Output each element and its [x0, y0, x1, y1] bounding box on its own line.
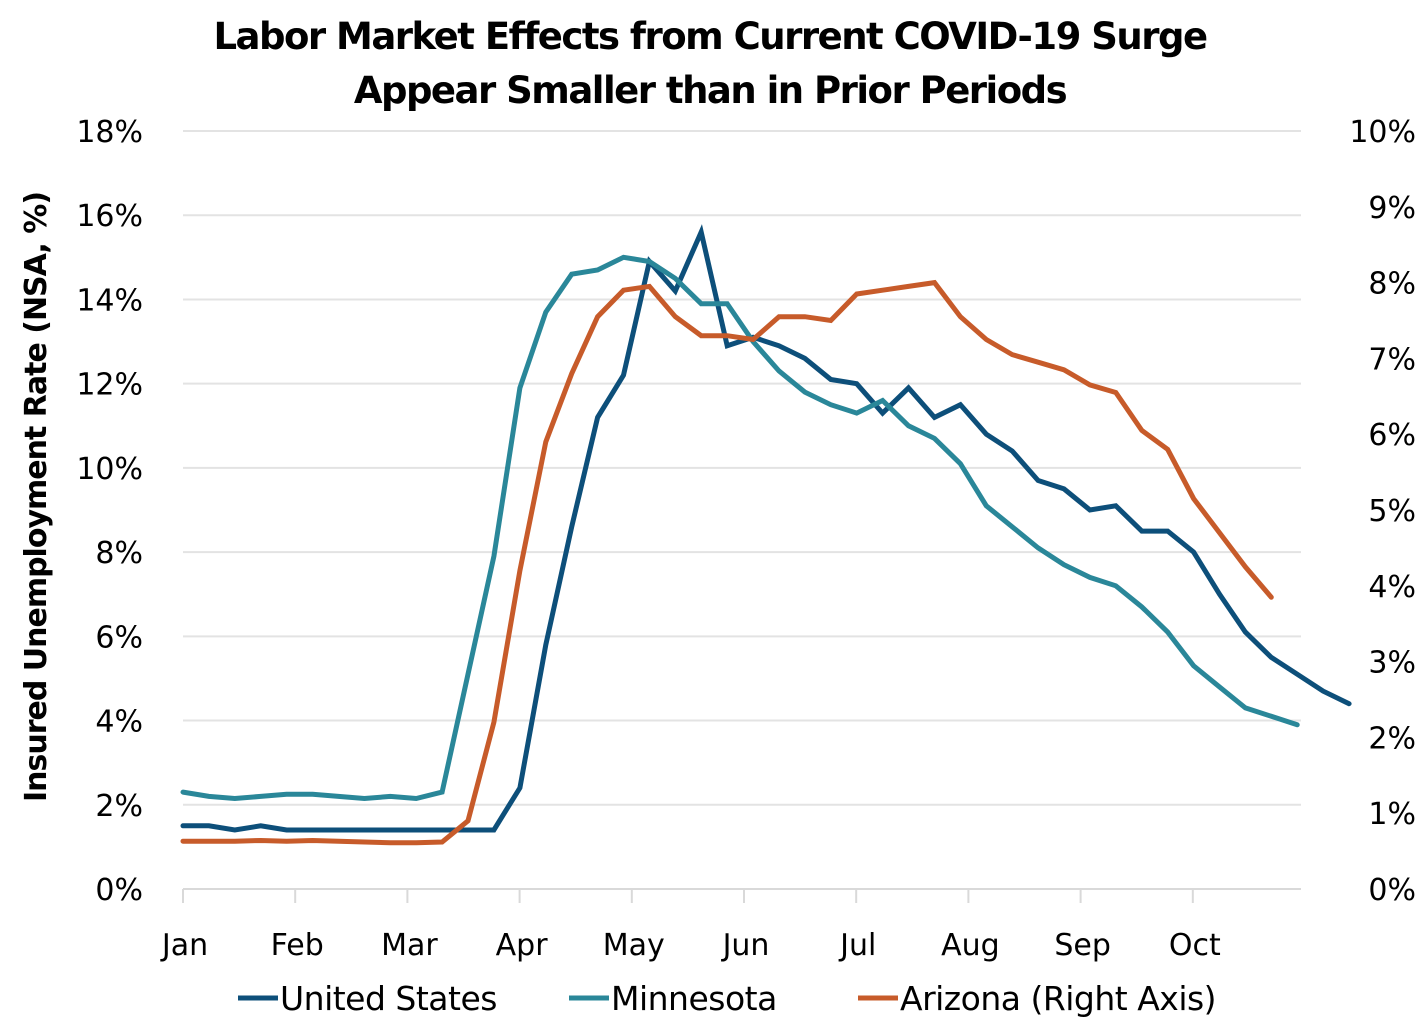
legend-label: United States [280, 979, 497, 1018]
y-tick-label-left: 8% [95, 536, 143, 571]
y-tick-label-right: 8% [1368, 267, 1416, 302]
x-tick-label: Jan [160, 928, 208, 963]
y-axis-right: 0% 1% 2% 3% 4% 5% 6% 7% 8% 9% 10% [1349, 115, 1416, 908]
legend-item: Arizona (Right Axis) [858, 979, 1217, 1018]
y-tick-label-left: 14% [76, 283, 143, 318]
gridlines [183, 130, 1301, 806]
legend-label: Minnesota [611, 979, 777, 1018]
x-tick-label: Jun [721, 928, 770, 963]
y-tick-label-right: 1% [1368, 797, 1416, 832]
y-tick-label-left: 18% [76, 115, 143, 150]
chart-title-line-2: Appear Smaller than in Prior Periods [353, 69, 1068, 112]
y-tick-label-right: 9% [1368, 191, 1416, 226]
chart-title: Labor Market Effects from Current COVID-… [0, 10, 1421, 118]
legend-item: Minnesota [569, 979, 777, 1018]
legend: United States Minnesota Arizona (Right Axi… [238, 979, 1217, 1018]
y-tick-label-right: 3% [1368, 646, 1416, 681]
y-tick-label-left: 6% [95, 620, 143, 655]
y-axis-left: 0% 2% 4% 6% 8% 10% 12% 14% 16% 18% [76, 115, 143, 908]
y-tick-label-right: 5% [1368, 494, 1416, 529]
y-tick-label-right: 7% [1368, 342, 1416, 377]
x-tick-label: Jul [838, 928, 876, 963]
x-tick-label: Apr [496, 928, 549, 963]
y-tick-label-left: 4% [95, 705, 143, 740]
x-tick-label: Feb [271, 928, 324, 963]
y-tick-label-left: 2% [95, 789, 143, 824]
y-tick-label-left: 10% [76, 452, 143, 487]
y-tick-label-right: 6% [1368, 418, 1416, 453]
series-lines [180, 224, 1352, 846]
y-tick-label-right: 0% [1368, 873, 1416, 908]
x-tick-label: Aug [941, 928, 1000, 963]
x-axis: Jan Feb Mar Apr May Jun Jul Aug Sep Oct [160, 888, 1301, 963]
series-line-arizona-right-axis [180, 279, 1274, 846]
series-line-minnesota [180, 254, 1300, 802]
legend-label: Arizona (Right Axis) [900, 979, 1216, 1018]
y-tick-label-left: 0% [95, 873, 143, 908]
y-tick-label-right: 2% [1368, 721, 1416, 756]
x-tick-label: May [603, 928, 665, 963]
chart-title-line-1: Labor Market Effects from Current COVID-… [213, 15, 1208, 58]
x-tick-label: Sep [1054, 928, 1111, 963]
y-tick-label-left: 16% [76, 199, 143, 234]
legend-item: United States [238, 979, 497, 1018]
series-line-united-states [180, 224, 1352, 833]
y-tick-label-right: 4% [1368, 570, 1416, 605]
x-tick-label: Oct [1169, 928, 1221, 963]
y-tick-label-right: 10% [1349, 115, 1416, 150]
x-tick-label: Mar [381, 928, 438, 963]
y-axis-label: Insured Unemployment Rate (NSA, %) [19, 192, 54, 802]
y-tick-label-left: 12% [76, 368, 143, 403]
